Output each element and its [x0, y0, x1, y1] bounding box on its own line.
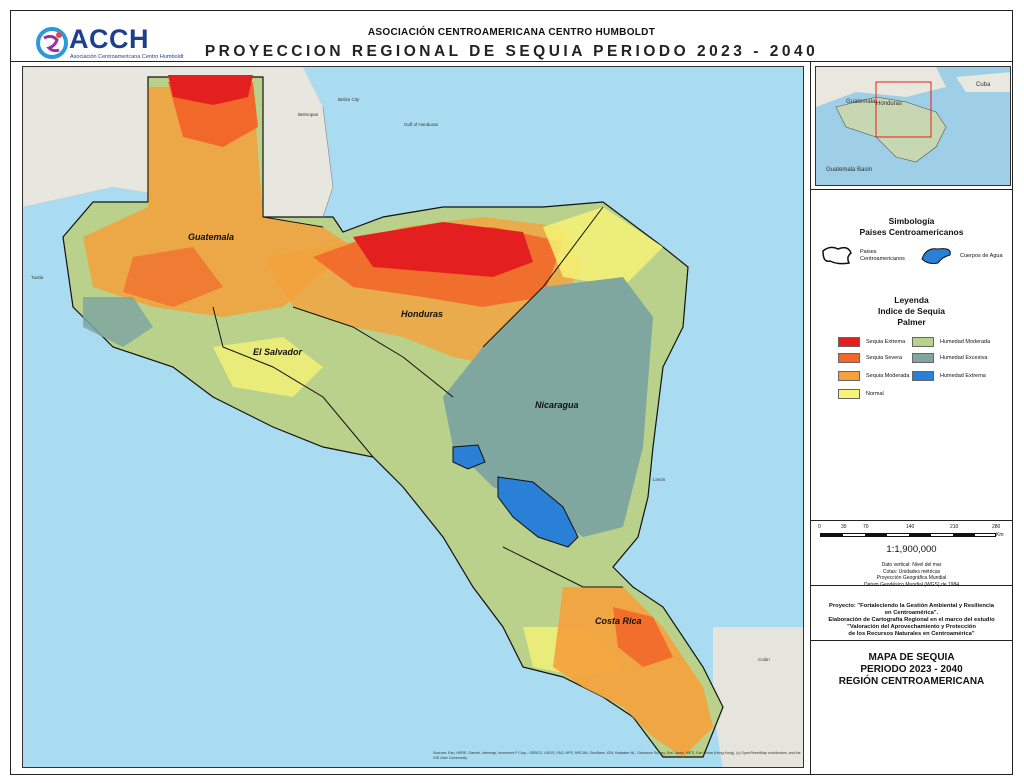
legend-item-sequia-moderada: Sequia Moderada — [838, 371, 909, 381]
legend-swatch — [838, 371, 860, 381]
legend-item-humedad-extrema: Humedad Extrema — [912, 371, 986, 381]
legend-label: Sequia Extrema — [866, 339, 906, 345]
legend-title: Leyenda Indice de Sequia Palmer — [810, 295, 1013, 328]
note-line: Proyección Geográfica Mundial — [876, 575, 947, 581]
divider — [810, 640, 1013, 641]
legend-label: Normal — [866, 391, 884, 397]
scale-ratio: 1:1,900,000 — [886, 544, 937, 555]
country-outline-icon — [822, 246, 852, 265]
inset-label-guatemala: Guatemala — [846, 99, 876, 105]
scale-tick: 210 — [950, 524, 959, 530]
scale-unit: Km — [996, 532, 1004, 538]
water-label: Cuerpos de Agua — [960, 253, 1003, 259]
acch-logo: ACCH Asociación Centroamericana Centro H… — [35, 24, 183, 64]
label-costa-rica: Costa Rica — [595, 616, 642, 626]
project-line: de los Recursos Naturales en Centroaméri… — [848, 631, 975, 637]
logo-text: ACCH — [69, 24, 149, 54]
note-line: Cotas: Unidades métricas — [882, 568, 941, 575]
legend-item-normal: Normal — [838, 389, 884, 399]
legend-title-line1: Leyenda — [894, 295, 929, 305]
scale-tick: 280 — [992, 524, 1001, 530]
divider — [810, 189, 1013, 190]
main-map[interactable]: Guatemala El Salvador Honduras Nicaragua… — [22, 66, 804, 768]
logo-subtitle: Asociación Centroamericana Centro Humbol… — [70, 54, 184, 60]
label-colon: Colón — [758, 657, 770, 662]
map-attribution: Sources: Esri, HERE, Garmin, Intermap, i… — [433, 751, 801, 760]
map-title-line: PERIODO 2023 - 2040 — [860, 664, 963, 675]
legend-title-line3: Palmer — [897, 317, 926, 327]
side-panel — [810, 62, 1013, 775]
label-el-salvador: El Salvador — [253, 347, 303, 357]
label-limon: Limón — [653, 477, 666, 482]
inset-map[interactable]: Guatemala Honduras Cuba Guatemala Basin — [815, 66, 1011, 186]
legend-swatch — [838, 353, 860, 363]
scale-tick: 0 — [818, 524, 821, 530]
scale-bar: 0 35 70 140 210 280 Km — [818, 524, 1008, 544]
label-tuxtla: Tuxtla — [31, 275, 44, 280]
map-frame — [10, 10, 1013, 775]
project-line: "Valoración del Aprovechamiento y Protec… — [847, 624, 976, 630]
symbology-title: Simbología Paises Centroamericanos — [810, 216, 1013, 238]
logo-icon — [36, 27, 68, 59]
legend-item-sequia-severa: Sequia Severa — [838, 353, 902, 363]
countries-label-line2: Centroamericanos — [860, 256, 905, 262]
label-honduras: Honduras — [401, 309, 444, 319]
legend-swatch — [912, 371, 934, 381]
legend-item-humedad-excesiva: Humedad Excesiva — [912, 353, 987, 363]
legend-label: Humedad Moderada — [940, 339, 991, 345]
countries-label: Paises Centroamericanos — [860, 249, 905, 263]
label-gulf-of-honduras: Gulf of Honduras — [403, 122, 439, 127]
legend-title-line2: Indice de Sequia — [877, 306, 946, 316]
note-line: Dato vertical: Nivel del mar — [881, 562, 942, 568]
inset-label-cuba: Cuba — [976, 82, 991, 88]
countries-label-line1: Paises — [860, 249, 877, 255]
divider — [810, 585, 1013, 586]
water-body-icon — [921, 248, 951, 264]
project-line: en Centroamérica". — [884, 610, 939, 616]
legend-label: Sequia Moderada — [866, 373, 910, 379]
legend-label: Humedad Extrema — [940, 373, 986, 379]
label-guatemala: Guatemala — [188, 232, 235, 242]
project-description: Proyecto: "Fortaleciendo la Gestión Ambi… — [810, 603, 1013, 638]
map-title-box: MAPA DE SEQUIA PERIODO 2023 - 2040 REGIÓ… — [810, 652, 1013, 688]
inset-canvas — [816, 67, 1010, 163]
label-nicaragua: Nicaragua — [535, 400, 579, 410]
legend-swatch — [838, 389, 860, 399]
page-title: PROYECCION REGIONAL DE SEQUIA PERIODO 20… — [204, 43, 819, 60]
inset-label-honduras: Honduras — [876, 101, 903, 107]
scale-tick: 140 — [906, 524, 915, 530]
symbology-title-line2: Paises Centroamericanos — [859, 227, 964, 237]
project-line: Elaboración de Cartografía Regional en e… — [828, 617, 995, 623]
legend-item-sequia-extrema: Sequia Extrema — [838, 337, 905, 347]
map-title-line: MAPA DE SEQUIA — [868, 652, 955, 663]
scale-bar-graphic — [820, 533, 996, 537]
legend-label: Humedad Excesiva — [940, 355, 988, 361]
map-title-line: REGIÓN CENTROAMERICANA — [838, 676, 985, 687]
symbology-title-line1: Simbología — [888, 216, 935, 226]
projection-notes: Dato vertical: Nivel del mar Cotas: Unid… — [810, 562, 1013, 588]
legend-label: Sequia Severa — [866, 355, 903, 361]
header: ACCH Asociación Centroamericana Centro H… — [10, 10, 1013, 62]
legend-swatch — [912, 353, 934, 363]
divider — [810, 520, 1013, 521]
legend-swatch — [912, 337, 934, 347]
scale-tick: 35 — [841, 524, 847, 530]
map-canvas — [23, 67, 803, 767]
legend-swatch — [838, 337, 860, 347]
org-name: ASOCIACIÓN CENTROAMERICANA CENTRO HUMBOL… — [367, 27, 656, 38]
project-line: Proyecto: "Fortaleciendo la Gestión Ambi… — [829, 603, 994, 609]
scale-tick: 70 — [863, 524, 869, 530]
inset-label-basin: Guatemala Basin — [826, 167, 873, 173]
label-belmopan: Belmopan — [298, 112, 319, 117]
note-line: Datum Geodésico Mundial (WGS) de 1984 — [863, 581, 960, 588]
label-belize-city: Belize City — [338, 97, 360, 102]
legend-item-humedad-moderada: Humedad Moderada — [912, 337, 990, 347]
